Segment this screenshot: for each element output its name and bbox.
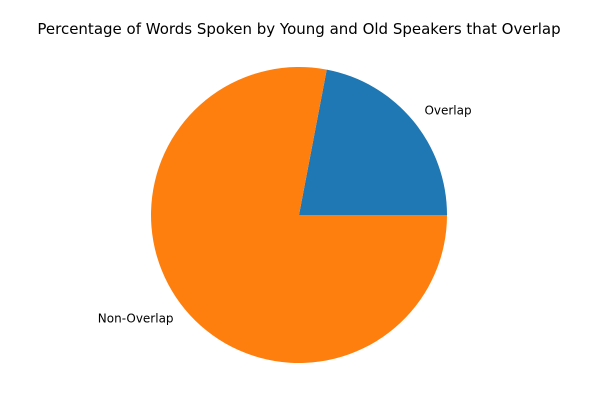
pie-slices <box>151 67 447 364</box>
slice-label: Overlap <box>424 104 471 118</box>
slice-label: Non-Overlap <box>98 311 174 325</box>
pie-slice-overlap <box>299 69 447 215</box>
pie-slice-non-overlap <box>151 67 447 364</box>
chart-title: Percentage of Words Spoken by Young and … <box>37 20 560 38</box>
pie-labels: Overlap Non-Overlap <box>98 104 472 326</box>
